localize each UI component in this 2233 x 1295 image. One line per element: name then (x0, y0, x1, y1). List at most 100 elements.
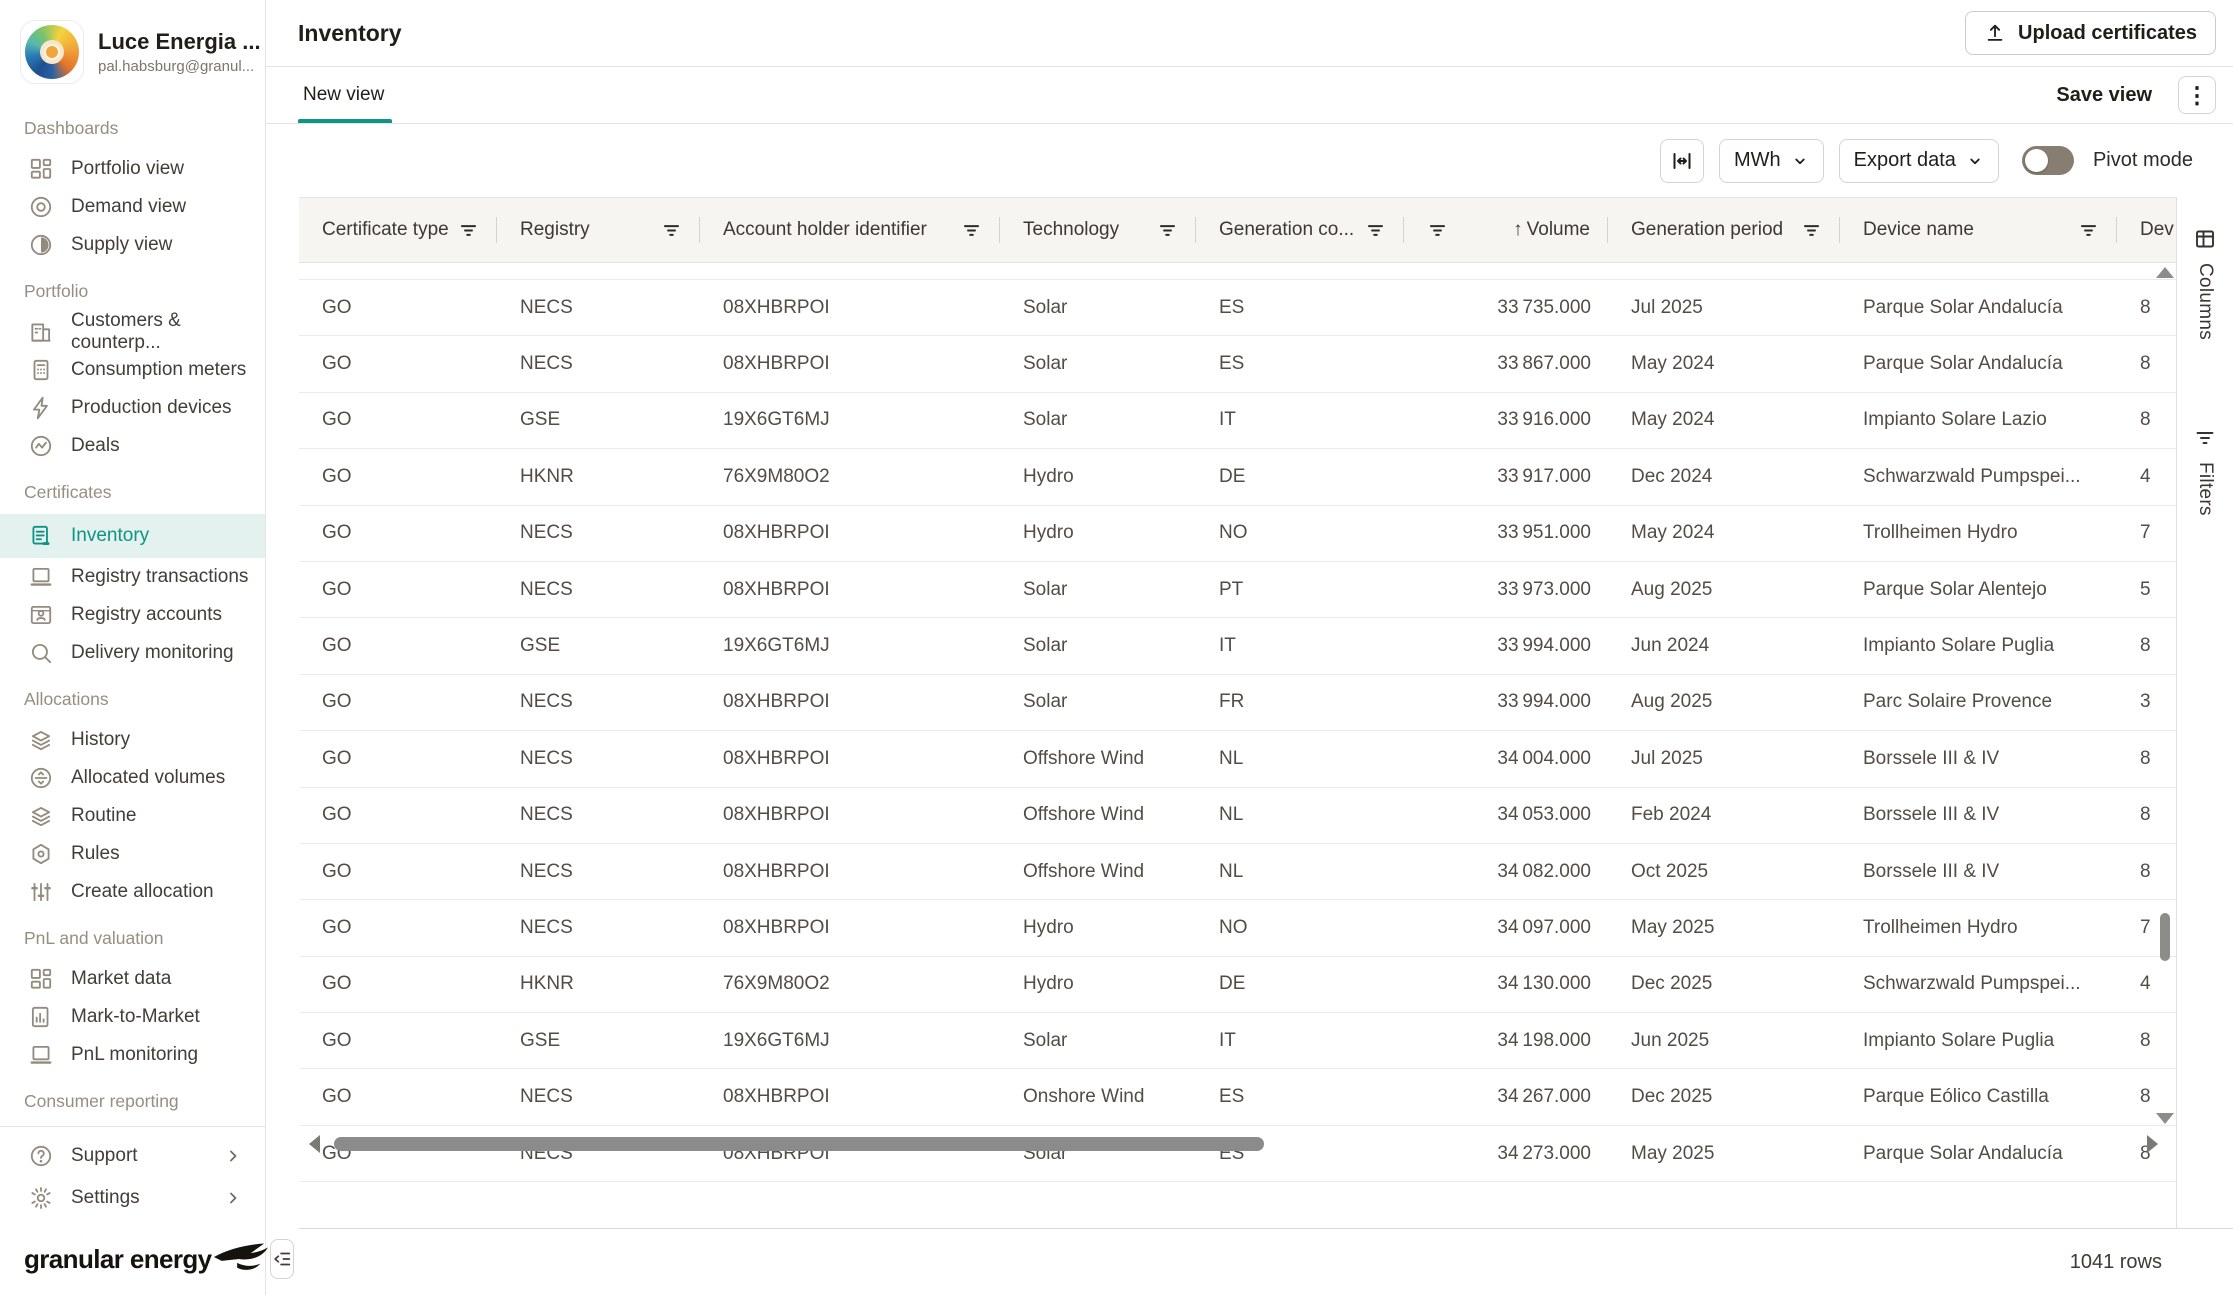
sidebar-item-portfolio-view[interactable]: Portfolio view (0, 150, 265, 188)
cell-registry[interactable]: NECS (520, 522, 573, 544)
cell-dev[interactable]: 4 (2140, 973, 2151, 995)
cell-generation-period[interactable]: Oct 2025 (1631, 860, 1709, 882)
table-row[interactable]: GO NECS 08XHBRPOI Solar PT 33 973.000 Aug 2025… (299, 561, 2176, 619)
cell-dev[interactable]: 7 (2140, 916, 2151, 938)
cell-registry[interactable]: HKNR (520, 465, 574, 487)
cell-technology[interactable]: Solar (1023, 409, 1068, 431)
cell-volume[interactable]: 34 267.000 (1497, 1086, 1591, 1108)
cell-device-name[interactable]: Impianto Solare Puglia (1863, 635, 2055, 657)
table-row[interactable]: GO NECS 08XHBRPOI Solar ES 33 867.000 May 2024… (299, 336, 2176, 393)
pivot-mode-toggle[interactable] (2021, 146, 2074, 175)
view-menu-kebab-button[interactable]: ⋮ (2178, 76, 2216, 114)
cell-generation-co[interactable]: IT (1219, 1029, 1236, 1051)
cell-registry[interactable]: NECS (520, 916, 573, 938)
cell-registry[interactable]: HKNR (520, 973, 574, 995)
cell-generation-co[interactable]: FR (1219, 691, 1245, 713)
cell-technology[interactable]: Offshore Wind (1023, 804, 1145, 826)
cell-account-holder-identifier[interactable]: 08XHBRPOI (723, 747, 830, 769)
cell-certificate-type[interactable]: GO (322, 747, 352, 769)
vertical-scroll-track[interactable] (2158, 278, 2172, 1113)
cell-dev[interactable]: 8 (2140, 860, 2151, 882)
cell-volume[interactable]: 34 198.000 (1497, 1029, 1591, 1051)
cell-volume[interactable]: 34 273.000 (1497, 1142, 1591, 1164)
unit-select[interactable]: MWh (1718, 138, 1824, 183)
sidebar-item-supply-view[interactable]: Supply view (0, 226, 265, 264)
sidebar-item-deals[interactable]: Deals (0, 427, 265, 465)
sidebar-item-history[interactable]: History (0, 721, 265, 759)
cell-generation-period[interactable]: Feb 2024 (1631, 804, 1712, 826)
cell-volume[interactable]: 34 004.000 (1497, 747, 1591, 769)
cell-account-holder-identifier[interactable]: 19X6GT6MJ (723, 635, 830, 657)
cell-certificate-type[interactable]: GO (322, 465, 352, 487)
cell-generation-period[interactable]: Dec 2025 (1631, 973, 1713, 995)
sidebar-item-registry-accounts[interactable]: Registry accounts (0, 596, 265, 634)
scroll-left-arrow[interactable] (309, 1135, 320, 1153)
table-row[interactable]: GO NECS 08XHBRPOI Hydro NO 33 951.000 May 2024… (299, 505, 2176, 562)
cell-generation-co[interactable]: NO (1219, 916, 1248, 938)
cell-device-name[interactable]: Parque Eólico Castilla (1863, 1086, 2049, 1108)
table-row[interactable]: GO NECS 08XHBRPOI Solar FR 33 994.000 Aug 2025… (299, 674, 2176, 732)
cell-certificate-type[interactable]: GO (322, 409, 352, 431)
cell-device-name[interactable]: Parque Solar Andalucía (1863, 353, 2063, 375)
cell-device-name[interactable]: Trollheimen Hydro (1863, 916, 2018, 938)
cell-dev[interactable]: 8 (2140, 635, 2151, 657)
cell-generation-period[interactable]: May 2025 (1631, 1142, 1715, 1164)
cell-generation-co[interactable]: NL (1219, 860, 1244, 882)
table-row[interactable]: GO HKNR 76X9M80O2 Hydro DE 34 130.000 Dec 2025… (299, 956, 2176, 1014)
cell-dev[interactable]: 8 (2140, 353, 2151, 375)
cell-certificate-type[interactable]: GO (322, 691, 352, 713)
cell-technology[interactable]: Hydro (1023, 916, 1074, 938)
cell-generation-period[interactable]: May 2024 (1631, 409, 1715, 431)
cell-generation-co[interactable]: ES (1219, 296, 1245, 318)
cell-registry[interactable]: NECS (520, 1086, 573, 1108)
scroll-right-arrow[interactable] (2147, 1135, 2158, 1153)
cell-volume[interactable]: 33 994.000 (1497, 691, 1591, 713)
collapse-sidebar-button[interactable] (269, 1239, 294, 1279)
cell-certificate-type[interactable]: GO (322, 804, 352, 826)
cell-generation-period[interactable]: Dec 2025 (1631, 1086, 1713, 1108)
cell-device-name[interactable]: Borssele III & IV (1863, 804, 2000, 826)
cell-technology[interactable]: Solar (1023, 1029, 1068, 1051)
sidebar-item-inventory[interactable]: Inventory (0, 514, 265, 558)
side-panel-tab-filters[interactable]: Filters (2193, 426, 2217, 516)
sidebar-item-consumption-meters[interactable]: Consumption meters (0, 351, 265, 389)
cell-registry[interactable]: GSE (520, 635, 561, 657)
cell-volume[interactable]: 33 867.000 (1497, 353, 1591, 375)
save-view-button[interactable]: Save view (2056, 83, 2152, 106)
cell-generation-period[interactable]: Aug 2025 (1631, 691, 1713, 713)
column-header-generation-co[interactable]: Generation co... (1196, 198, 1404, 262)
sidebar-item-demand-view[interactable]: Demand view (0, 188, 265, 226)
column-header-volume[interactable]: ↑ Volume (1404, 198, 1608, 262)
column-header-account-holder-identifier[interactable]: Account holder identifier (700, 198, 1000, 262)
cell-device-name[interactable]: Trollheimen Hydro (1863, 522, 2018, 544)
cell-dev[interactable]: 8 (2140, 409, 2151, 431)
cell-registry[interactable]: GSE (520, 1029, 561, 1051)
cell-certificate-type[interactable]: GO (322, 1029, 352, 1051)
cell-registry[interactable]: GSE (520, 409, 561, 431)
cell-dev[interactable]: 5 (2140, 578, 2151, 600)
sidebar-item-pnl-monitoring[interactable]: PnL monitoring (0, 1036, 265, 1074)
export-data-select[interactable]: Export data (1838, 138, 1999, 183)
horizontal-scroll-thumb[interactable] (334, 1137, 1264, 1151)
cell-dev[interactable]: 3 (2140, 691, 2151, 713)
table-row[interactable]: GO HKNR 76X9M80O2 Hydro DE 33 917.000 Dec 2024… (299, 449, 2176, 506)
sidebar-item-customers-counterp[interactable]: Customers & counterp... (0, 310, 265, 353)
side-panel-tab-columns[interactable]: Columns (2193, 227, 2217, 340)
horizontal-scrollbar[interactable] (299, 1129, 2176, 1159)
table-row[interactable]: GO NECS 08XHBRPOI Offshore Wind NL 34 004.000… (299, 731, 2176, 788)
cell-registry[interactable]: NECS (520, 353, 573, 375)
sidebar-item-support[interactable]: Support (0, 1135, 265, 1177)
cell-technology[interactable]: Hydro (1023, 973, 1074, 995)
cell-account-holder-identifier[interactable]: 08XHBRPOI (723, 522, 830, 544)
vertical-scroll-thumb[interactable] (2160, 912, 2170, 961)
cell-generation-period[interactable]: Dec 2024 (1631, 465, 1713, 487)
cell-technology[interactable]: Solar (1023, 578, 1068, 600)
cell-technology[interactable]: Offshore Wind (1023, 747, 1145, 769)
table-row[interactable]: GO GSE 19X6GT6MJ Solar IT 33 994.000 Jun 2024 I… (299, 618, 2176, 675)
cell-account-holder-identifier[interactable]: 19X6GT6MJ (723, 409, 830, 431)
cell-generation-co[interactable]: NL (1219, 747, 1244, 769)
cell-technology[interactable]: Onshore Wind (1023, 1086, 1145, 1108)
cell-generation-co[interactable]: DE (1219, 465, 1246, 487)
cell-registry[interactable]: NECS (520, 747, 573, 769)
cell-account-holder-identifier[interactable]: 76X9M80O2 (723, 973, 830, 995)
